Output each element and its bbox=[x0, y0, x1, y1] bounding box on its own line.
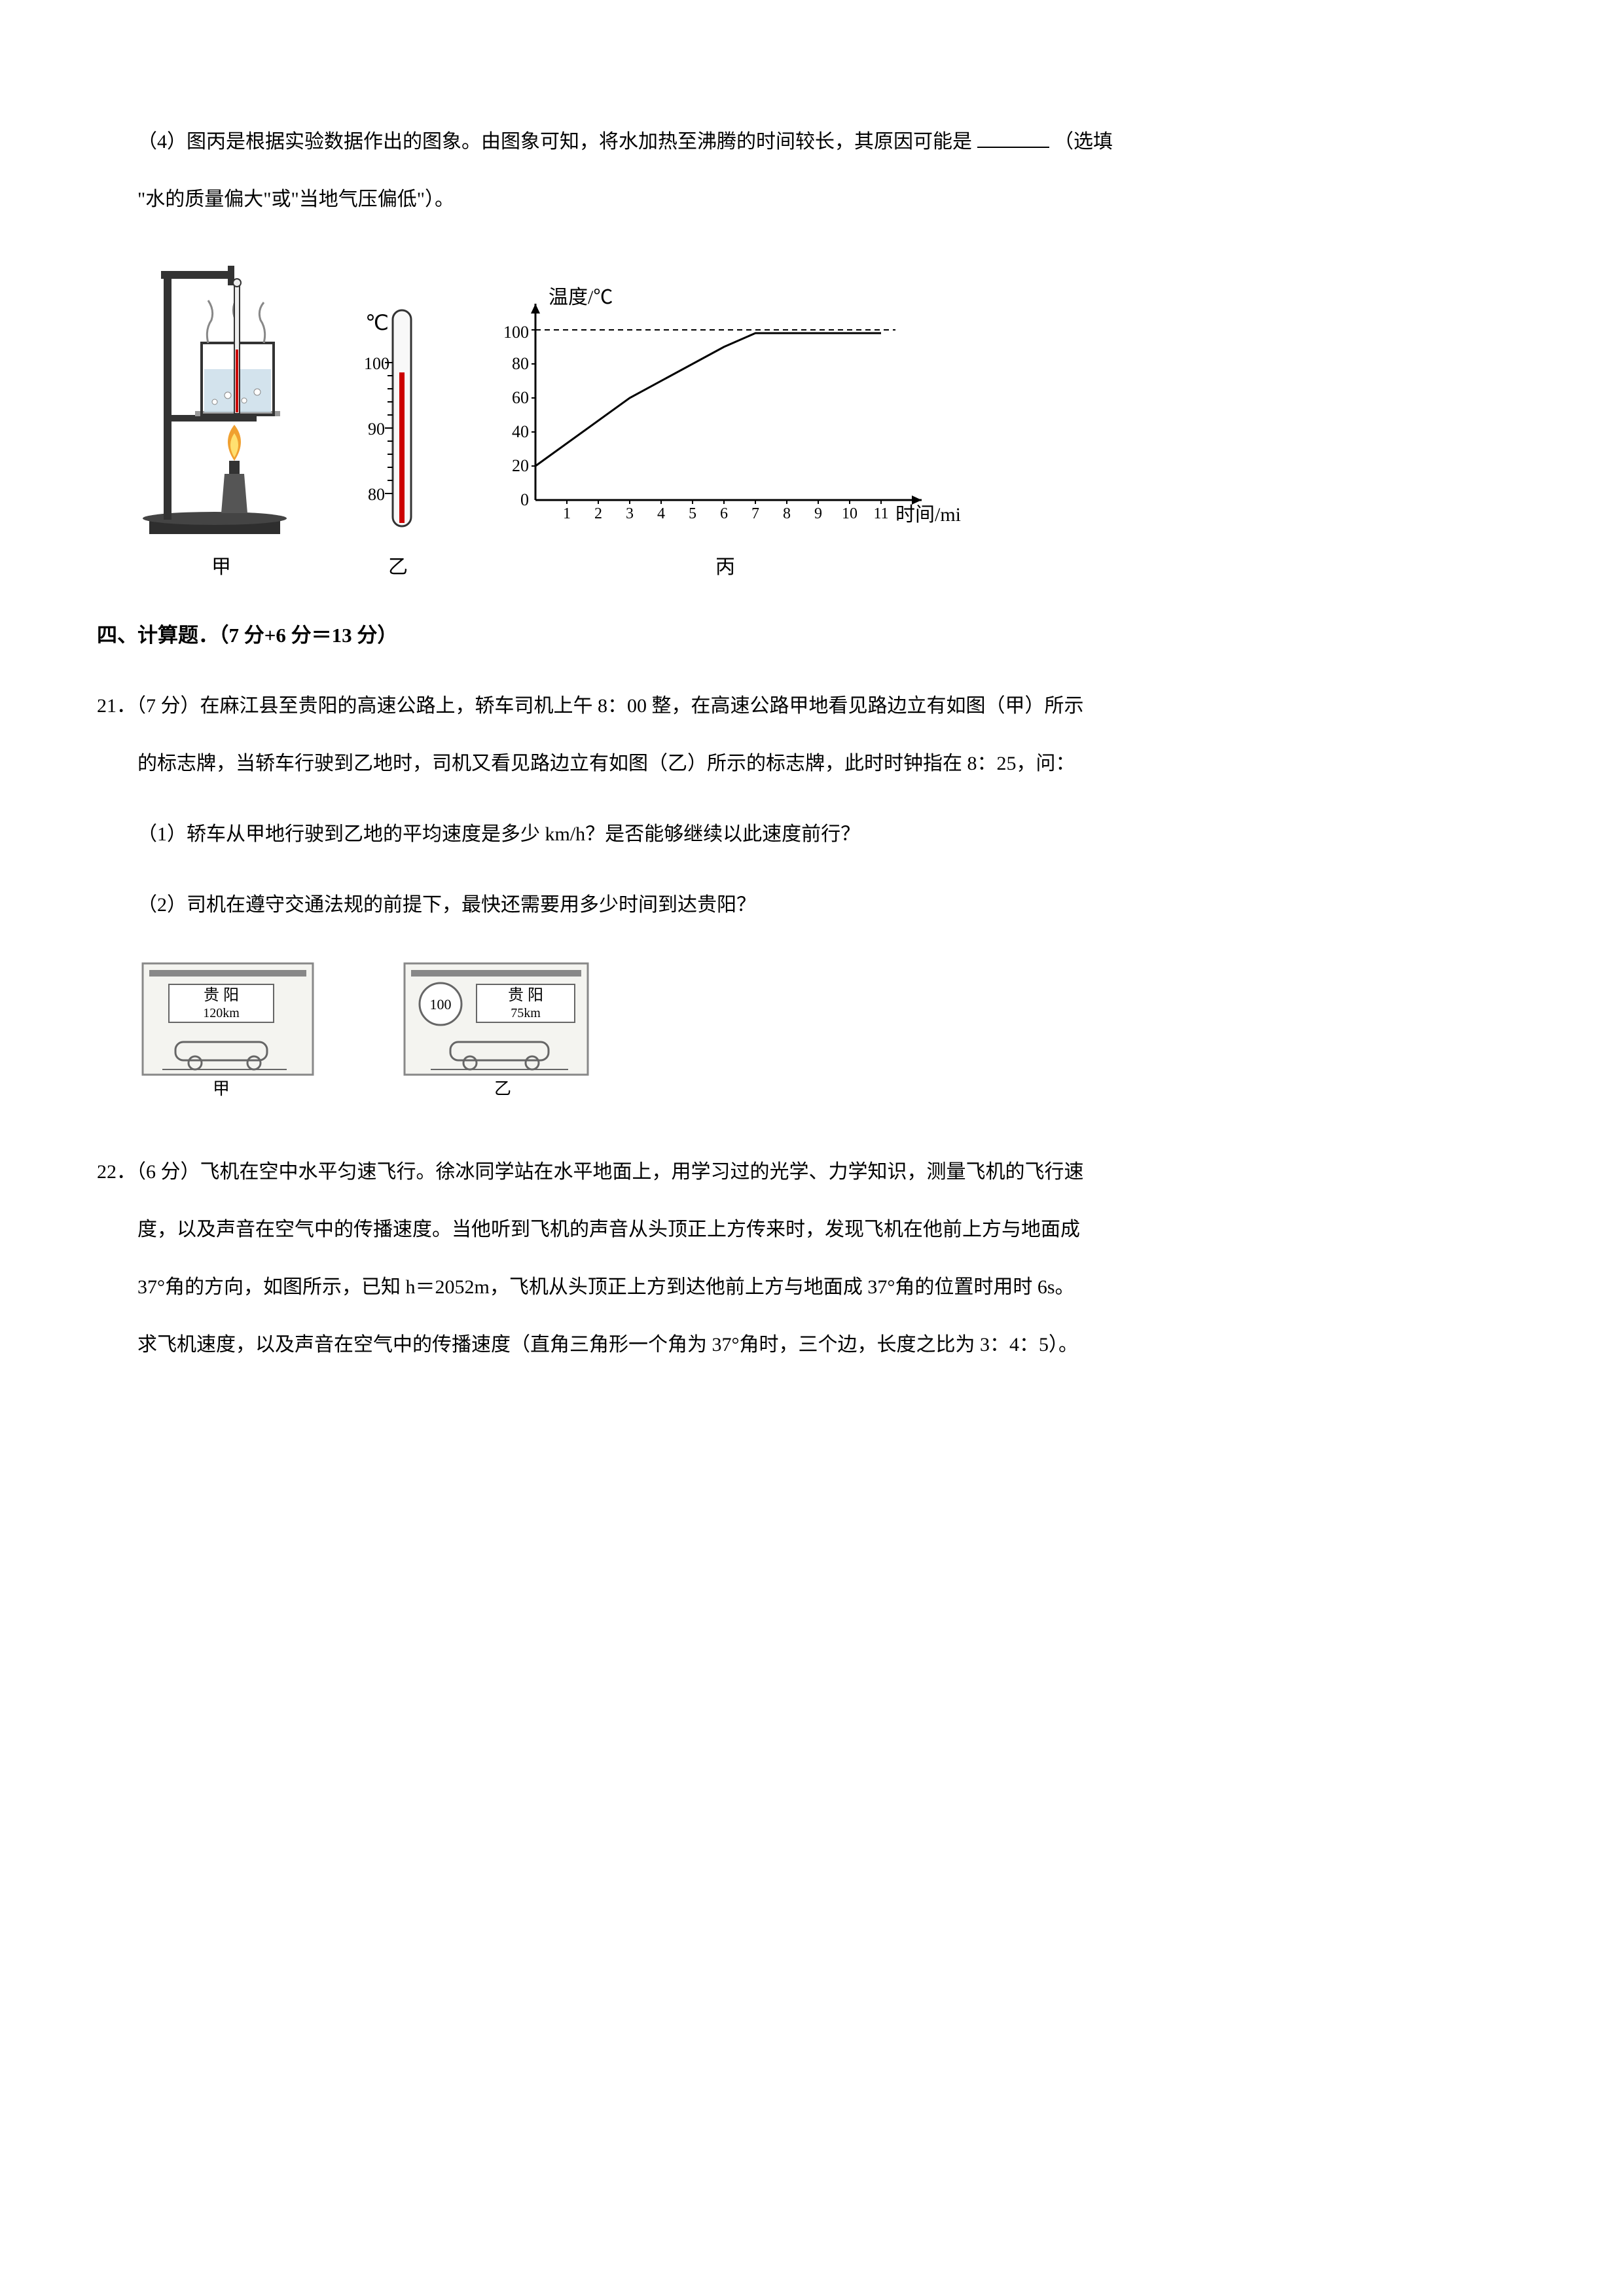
q21-stem-line2: 的标志牌，当轿车行驶到乙地时，司机又看见路边立有如图（乙）所示的标志牌，此时时钟… bbox=[97, 738, 1527, 789]
road-sign-jia: 贵 阳 120km 甲 bbox=[136, 957, 319, 1107]
q21-part1: （1）轿车从甲地行驶到乙地的平均速度是多少 km/h？是否能够继续以此速度前行？ bbox=[97, 809, 1527, 860]
q20-part4-line2: "水的质量偏大"或"当地气压偏低"）。 bbox=[97, 174, 1527, 225]
temperature-chart: 0 20 40 60 80 100 1 2 3 4 bbox=[490, 278, 961, 539]
q21-part2: （2）司机在遵守交通法规的前提下，最快还需要用多少时间到达贵阳？ bbox=[97, 880, 1527, 931]
svg-text:10: 10 bbox=[842, 505, 857, 522]
road-sign-yi: 100 贵 阳 75km 乙 bbox=[398, 957, 594, 1107]
figure-yi-label: 乙 bbox=[339, 550, 457, 579]
sign-jia-dest: 贵 阳 bbox=[204, 986, 239, 1004]
q20-part4-after: （选填 bbox=[1054, 131, 1113, 152]
svg-text:20: 20 bbox=[512, 456, 529, 475]
q20-part4-before: （4）图丙是根据实验数据作出的图象。由图象可知，将水加热至沸腾的时间较长，其原因… bbox=[137, 131, 972, 152]
q22-line2: 度，以及声音在空气中的传播速度。当他听到飞机的声音从头顶正上方传来时，发现飞机在… bbox=[97, 1204, 1527, 1255]
svg-text:11: 11 bbox=[873, 505, 888, 522]
chart-ylabel: 温度/℃ bbox=[549, 287, 613, 308]
svg-text:40: 40 bbox=[512, 422, 529, 441]
figure-jia: 甲 bbox=[136, 251, 306, 579]
figure-jia-label: 甲 bbox=[136, 550, 306, 579]
svg-text:0: 0 bbox=[520, 490, 529, 509]
svg-text:7: 7 bbox=[751, 505, 759, 522]
svg-text:9: 9 bbox=[814, 505, 822, 522]
svg-text:3: 3 bbox=[626, 505, 634, 522]
svg-text:80: 80 bbox=[512, 354, 529, 373]
svg-text:4: 4 bbox=[657, 505, 665, 522]
tick-80: 80 bbox=[368, 485, 385, 504]
sign-yi-speed: 100 bbox=[430, 996, 452, 1013]
svg-text:8: 8 bbox=[783, 505, 791, 522]
figure-bing: 0 20 40 60 80 100 1 2 3 4 bbox=[490, 278, 961, 579]
sign-jia-label: 甲 bbox=[213, 1079, 230, 1098]
figure-bing-label: 丙 bbox=[490, 550, 961, 579]
sign-yi-dist: 75km bbox=[511, 1006, 541, 1020]
sign-yi-dest: 贵 阳 bbox=[508, 986, 543, 1004]
svg-text:60: 60 bbox=[512, 388, 529, 407]
q22-line1: 22．（6 分）飞机在空中水平匀速飞行。徐冰同学站在水平地面上，用学习过的光学、… bbox=[97, 1147, 1527, 1198]
chart-xlabel: 时间/min bbox=[895, 504, 961, 526]
thermometer-unit: ℃ bbox=[365, 311, 389, 334]
q22-line3: 37°角的方向，如图所示，已知 h＝2052m，飞机从头顶正上方到达他前上方与地… bbox=[97, 1262, 1527, 1313]
svg-text:1: 1 bbox=[563, 505, 571, 522]
svg-text:6: 6 bbox=[720, 505, 728, 522]
q20-figures: 甲 ℃ bbox=[136, 251, 1527, 579]
q20-part4-blank[interactable] bbox=[977, 130, 1049, 148]
q21-stem-line1: 21．（7 分）在麻江县至贵阳的高速公路上，轿车司机上午 8：00 整，在高速公… bbox=[97, 681, 1527, 732]
tick-100: 100 bbox=[364, 354, 389, 373]
svg-text:100: 100 bbox=[503, 323, 529, 342]
section4-title: 四、计算题．（7 分+6 分＝13 分） bbox=[97, 619, 1527, 648]
sign-jia-dist: 120km bbox=[203, 1006, 240, 1020]
sign-yi-label: 乙 bbox=[494, 1079, 511, 1098]
thermometer-icon: ℃ 100 bbox=[339, 291, 457, 539]
svg-text:5: 5 bbox=[689, 505, 696, 522]
q21-figures: 贵 阳 120km 甲 100 贵 阳 75km 乙 bbox=[136, 957, 1527, 1107]
apparatus-icon bbox=[136, 251, 306, 539]
svg-text:2: 2 bbox=[594, 505, 602, 522]
figure-yi: ℃ 100 bbox=[339, 291, 457, 579]
tick-90: 90 bbox=[368, 420, 385, 439]
q20-part4-line1: （4）图丙是根据实验数据作出的图象。由图象可知，将水加热至沸腾的时间较长，其原因… bbox=[97, 117, 1527, 168]
q22-line4: 求飞机速度，以及声音在空气中的传播速度（直角三角形一个角为 37°角时，三个边，… bbox=[97, 1319, 1527, 1371]
